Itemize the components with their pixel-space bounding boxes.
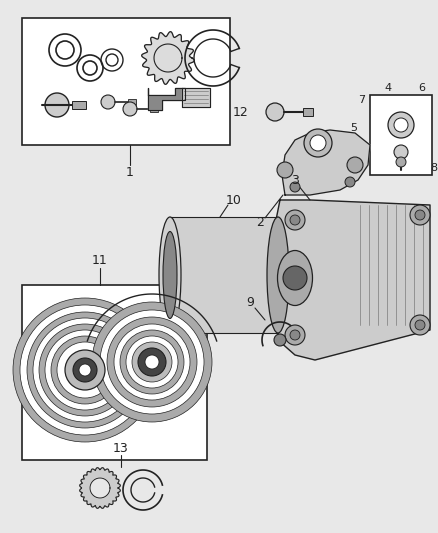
Circle shape xyxy=(92,302,212,422)
Text: 1: 1 xyxy=(126,166,134,179)
Ellipse shape xyxy=(267,217,289,333)
Polygon shape xyxy=(90,478,110,498)
Bar xyxy=(170,217,278,333)
Circle shape xyxy=(290,215,300,225)
Polygon shape xyxy=(80,467,120,508)
Text: 10: 10 xyxy=(226,193,242,206)
Bar xyxy=(22,285,207,460)
Circle shape xyxy=(39,324,131,416)
Circle shape xyxy=(45,330,125,410)
Ellipse shape xyxy=(163,231,177,319)
Circle shape xyxy=(304,129,332,157)
Text: 11: 11 xyxy=(92,254,108,266)
Bar xyxy=(128,99,136,105)
Circle shape xyxy=(396,157,406,167)
Circle shape xyxy=(101,95,115,109)
Text: 12: 12 xyxy=(232,106,248,118)
Bar xyxy=(303,108,313,116)
Text: 3: 3 xyxy=(291,174,299,187)
Circle shape xyxy=(415,320,425,330)
Circle shape xyxy=(57,342,113,398)
Circle shape xyxy=(79,364,91,376)
Text: 5: 5 xyxy=(350,123,357,133)
Bar xyxy=(370,95,432,175)
Polygon shape xyxy=(231,64,239,68)
Circle shape xyxy=(45,93,69,117)
Circle shape xyxy=(310,135,326,151)
Circle shape xyxy=(290,330,300,340)
Circle shape xyxy=(283,266,307,290)
Circle shape xyxy=(285,210,305,230)
Circle shape xyxy=(388,112,414,138)
Polygon shape xyxy=(142,31,194,84)
Bar xyxy=(72,101,86,109)
Text: 13: 13 xyxy=(113,441,129,455)
Text: 8: 8 xyxy=(430,163,437,173)
Circle shape xyxy=(277,162,293,178)
Ellipse shape xyxy=(159,217,181,333)
Polygon shape xyxy=(231,49,239,52)
Circle shape xyxy=(100,310,204,414)
Circle shape xyxy=(132,342,172,382)
Circle shape xyxy=(345,177,355,187)
Circle shape xyxy=(274,334,286,346)
Circle shape xyxy=(51,336,119,404)
Circle shape xyxy=(415,210,425,220)
Circle shape xyxy=(107,317,197,407)
Circle shape xyxy=(394,145,408,159)
Circle shape xyxy=(410,315,430,335)
Polygon shape xyxy=(282,130,370,195)
Circle shape xyxy=(410,205,430,225)
Circle shape xyxy=(347,157,363,173)
Circle shape xyxy=(33,318,137,422)
Bar xyxy=(22,18,230,145)
Circle shape xyxy=(145,355,159,369)
Circle shape xyxy=(290,182,300,192)
Text: 6: 6 xyxy=(418,83,425,93)
Circle shape xyxy=(65,350,105,390)
Circle shape xyxy=(114,324,190,400)
Bar xyxy=(150,106,158,112)
Polygon shape xyxy=(182,88,210,107)
Text: 2: 2 xyxy=(256,215,264,229)
Circle shape xyxy=(13,298,157,442)
Text: 9: 9 xyxy=(246,295,254,309)
Circle shape xyxy=(27,312,143,428)
Circle shape xyxy=(123,102,137,116)
Circle shape xyxy=(285,325,305,345)
Circle shape xyxy=(394,118,408,132)
Polygon shape xyxy=(148,88,185,110)
Circle shape xyxy=(120,330,184,394)
Circle shape xyxy=(126,336,178,388)
Circle shape xyxy=(266,103,284,121)
Circle shape xyxy=(73,358,97,382)
Text: 7: 7 xyxy=(358,95,366,105)
Circle shape xyxy=(20,305,150,435)
Text: 4: 4 xyxy=(385,83,392,93)
Polygon shape xyxy=(275,200,430,360)
Circle shape xyxy=(138,348,166,376)
Ellipse shape xyxy=(278,251,312,305)
